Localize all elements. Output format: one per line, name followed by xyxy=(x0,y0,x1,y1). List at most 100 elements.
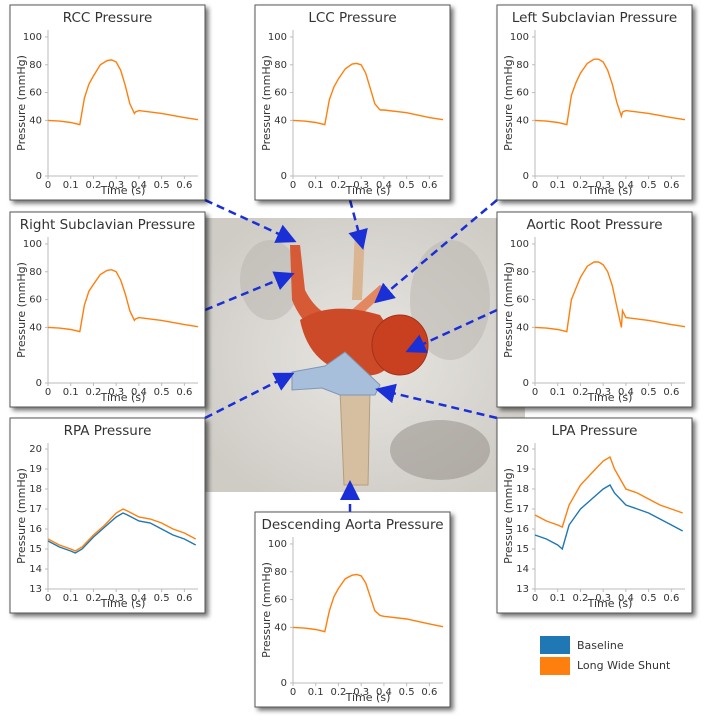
y-tick-label: 100 xyxy=(510,239,529,250)
legend: Baseline Long Wide Shunt xyxy=(540,636,671,675)
panel-background xyxy=(496,211,693,408)
x-tick-label: 0.1 xyxy=(63,387,79,398)
y-tick-label: 0 xyxy=(523,171,529,182)
y-tick-label: 80 xyxy=(516,267,529,278)
chart-panel: LPA Pressure Time (s) Pressure (mmHg) 13 14 1… xyxy=(496,417,693,614)
legend-label: Baseline xyxy=(577,639,624,652)
chart-panel: RCC Pressure Time (s) Pressure (mmHg) 0 40 60… xyxy=(9,4,206,201)
x-tick-label: 0.4 xyxy=(376,687,392,698)
x-axis-label: Time (s) xyxy=(587,597,633,610)
y-tick-label: 17 xyxy=(29,504,42,515)
series-line xyxy=(534,455,683,528)
panel-background xyxy=(9,4,206,201)
y-tick-label: 17 xyxy=(516,504,529,515)
panel-background xyxy=(254,511,451,708)
x-tick-label: 0.6 xyxy=(663,387,679,398)
y-tick-label: 40 xyxy=(274,115,287,126)
arrow xyxy=(204,372,295,420)
x-tick-label: 0.1 xyxy=(550,180,566,191)
y-axis-label: Pressure (mmHg) xyxy=(502,262,515,358)
y-tick-label: 100 xyxy=(510,32,529,43)
panel-background xyxy=(496,4,693,201)
series-line xyxy=(47,268,199,333)
x-tick-label: 0.3 xyxy=(108,180,124,191)
series-line xyxy=(292,62,444,126)
x-tick-label: 0.5 xyxy=(641,180,657,191)
x-tick-label: 0.2 xyxy=(86,387,102,398)
x-tick-label: 0.4 xyxy=(618,387,634,398)
y-tick-label: 60 xyxy=(29,295,42,306)
x-axis-label: Time (s) xyxy=(100,391,146,404)
x-tick-label: 0.6 xyxy=(421,180,437,191)
x-tick-label: 0.1 xyxy=(63,180,79,191)
y-tick-label: 16 xyxy=(516,524,529,535)
x-axis-label: Time (s) xyxy=(345,691,391,704)
arrow xyxy=(405,308,498,353)
y-tick-label: 60 xyxy=(29,88,42,99)
y-tick-label: 14 xyxy=(29,564,42,575)
x-axis-label: Time (s) xyxy=(100,184,146,197)
x-tick-label: 0.5 xyxy=(154,593,170,604)
x-tick-label: 0.1 xyxy=(550,387,566,398)
y-tick-label: 40 xyxy=(29,115,42,126)
chart-title: Descending Aorta Pressure xyxy=(261,517,443,533)
chart-panel: Descending Aorta Pressure Time (s) Pressur… xyxy=(254,511,451,708)
legend-label: Long Wide Shunt xyxy=(577,659,671,672)
y-tick-label: 80 xyxy=(516,60,529,71)
x-tick-label: 0.5 xyxy=(641,387,657,398)
tissue xyxy=(240,240,300,320)
tissue xyxy=(390,420,490,480)
x-tick-label: 0.4 xyxy=(131,387,147,398)
y-tick-label: 80 xyxy=(274,567,287,578)
y-tick-label: 100 xyxy=(268,32,287,43)
x-tick-label: 0.4 xyxy=(131,180,147,191)
x-tick-label: 0.2 xyxy=(331,180,347,191)
y-tick-label: 60 xyxy=(274,88,287,99)
arrow xyxy=(204,198,297,243)
chart-panel: Left Subclavian Pressure Time (s) Pressure… xyxy=(496,4,693,201)
y-tick-label: 0 xyxy=(281,171,287,182)
panel-background xyxy=(9,417,206,614)
chart-title: Right Subclavian Pressure xyxy=(20,217,196,233)
panel-background xyxy=(9,211,206,408)
y-axis-label: Pressure (mmHg) xyxy=(260,562,273,658)
x-tick-label: 0 xyxy=(532,387,538,398)
y-tick-label: 0 xyxy=(36,171,42,182)
series-line xyxy=(292,573,444,633)
series-line xyxy=(534,484,684,551)
y-tick-label: 60 xyxy=(516,88,529,99)
y-tick-label: 100 xyxy=(23,239,42,250)
series-line xyxy=(47,508,197,552)
y-tick-label: 80 xyxy=(274,60,287,71)
chart-title: Left Subclavian Pressure xyxy=(512,10,677,26)
x-tick-label: 0.5 xyxy=(154,387,170,398)
x-tick-label: 0.5 xyxy=(399,687,415,698)
y-axis-label: Pressure (mmHg) xyxy=(15,262,28,358)
x-tick-label: 0.3 xyxy=(595,180,611,191)
y-tick-label: 100 xyxy=(268,539,287,550)
series-line xyxy=(47,512,197,554)
x-tick-label: 0.1 xyxy=(63,593,79,604)
arrow xyxy=(375,383,498,420)
x-tick-label: 0.6 xyxy=(176,180,192,191)
y-tick-label: 80 xyxy=(29,267,42,278)
x-tick-label: 0.6 xyxy=(176,593,192,604)
y-tick-label: 15 xyxy=(516,544,529,555)
x-tick-label: 0.1 xyxy=(550,593,566,604)
y-tick-label: 40 xyxy=(516,115,529,126)
y-tick-label: 15 xyxy=(29,544,42,555)
chart-panel: Aortic Root Pressure Time (s) Pressure (mm… xyxy=(496,211,693,408)
y-tick-label: 60 xyxy=(274,595,287,606)
x-tick-label: 0.2 xyxy=(331,687,347,698)
y-axis-label: Pressure (mmHg) xyxy=(260,55,273,151)
y-axis-label: Pressure (mmHg) xyxy=(15,468,28,564)
x-tick-label: 0.3 xyxy=(595,593,611,604)
y-tick-label: 0 xyxy=(523,378,529,389)
y-tick-label: 20 xyxy=(516,444,529,455)
x-tick-label: 0.2 xyxy=(573,387,589,398)
x-tick-label: 0.5 xyxy=(641,593,657,604)
arrow xyxy=(204,271,295,312)
chart-title: RPA Pressure xyxy=(64,423,152,439)
x-tick-label: 0 xyxy=(290,180,296,191)
